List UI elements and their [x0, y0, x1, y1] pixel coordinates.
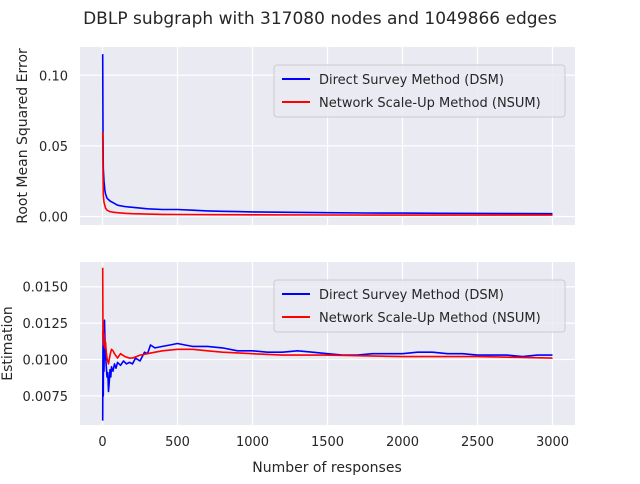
y-axis-label: Root Mean Squared Error	[15, 48, 31, 224]
x-axis-label: Number of responses	[252, 460, 402, 476]
y-axis-label: Estimation	[0, 306, 16, 381]
y-tick-label: 0.10	[39, 69, 68, 84]
y-tick-label: 0.0150	[23, 281, 69, 296]
y-tick-label: 0.05	[39, 140, 68, 155]
x-tick-label: 1000	[236, 435, 269, 450]
series-line-dsm	[101, 54, 553, 215]
rmse-panel: 0.00 0.05 0.10 Root Mean Squared Error Direc…	[15, 47, 575, 226]
series-line-nsum	[101, 267, 553, 365]
legend-label-nsum: Network Scale-Up Method (NSUM)	[319, 96, 541, 111]
series-line-dsm	[101, 319, 553, 421]
legend-label-dsm: Direct Survey Method (DSM)	[319, 73, 504, 88]
x-tick-label: 2500	[461, 435, 494, 450]
y-tick-label: 0.0125	[23, 317, 69, 332]
legend-label-dsm: Direct Survey Method (DSM)	[319, 288, 504, 303]
series-line-nsum	[101, 131, 553, 216]
chart-title: DBLP subgraph with 317080 nodes and 1049…	[83, 9, 557, 29]
x-tick-label: 3000	[536, 435, 569, 450]
estimation-panel: 0 500 1000 1500 2000 2500 3000 0.0075 0.0100 0.01…	[0, 262, 575, 450]
legend-box	[273, 279, 566, 333]
x-tick-label: 1500	[311, 435, 344, 450]
x-tick-label: 2000	[386, 435, 419, 450]
legend-box	[273, 64, 566, 118]
x-tick-label: 500	[165, 435, 190, 450]
legend-label-nsum: Network Scale-Up Method (NSUM)	[319, 311, 541, 326]
x-tick-label: 0	[98, 435, 106, 450]
y-tick-label: 0.0075	[23, 390, 69, 405]
y-tick-label: 0.0100	[23, 354, 69, 369]
y-tick-label: 0.00	[39, 211, 68, 226]
